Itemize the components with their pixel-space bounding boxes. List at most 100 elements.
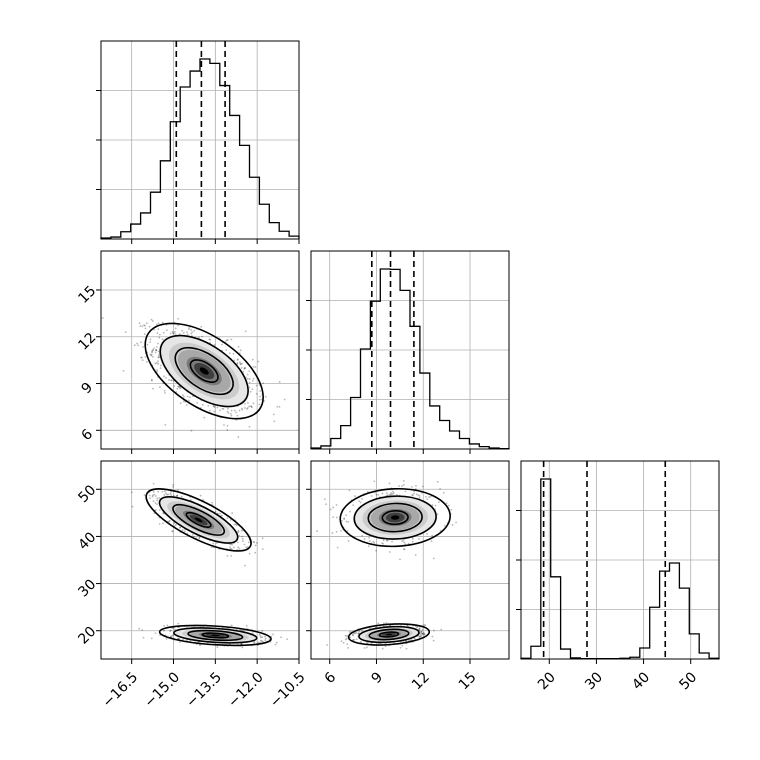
scatter-point bbox=[241, 643, 243, 645]
scatter-point bbox=[436, 480, 439, 483]
scatter-point bbox=[152, 482, 155, 485]
scatter-point bbox=[216, 542, 218, 544]
scatter-point bbox=[230, 414, 233, 417]
scatter-point bbox=[210, 546, 213, 549]
scatter-point bbox=[255, 542, 258, 544]
contour-line bbox=[145, 488, 252, 552]
density-level bbox=[194, 517, 203, 523]
scatter-point bbox=[276, 641, 278, 644]
scatter-point bbox=[163, 493, 166, 496]
scatter-point bbox=[326, 644, 328, 646]
scatter-point bbox=[403, 548, 406, 551]
x-axis-param-0: −16.5 −15.0 −13.5 −12.0 −10.5 bbox=[100, 659, 309, 711]
scatter-point bbox=[143, 324, 145, 327]
scatter-point bbox=[241, 535, 243, 538]
scatter-point bbox=[246, 377, 249, 380]
scatter-point bbox=[407, 542, 410, 545]
scatter-point bbox=[349, 636, 352, 639]
scatter-point bbox=[382, 539, 385, 542]
scatter-point bbox=[418, 496, 421, 499]
scatter-point bbox=[189, 499, 192, 501]
scatter-point bbox=[179, 387, 182, 390]
scatter-point bbox=[443, 524, 446, 527]
scatter-point bbox=[230, 338, 233, 341]
scatter-point bbox=[173, 522, 176, 525]
scatter-point bbox=[251, 406, 253, 409]
scatter-point bbox=[335, 516, 338, 519]
scatter-point bbox=[363, 647, 366, 649]
scatter-point bbox=[177, 622, 180, 625]
scatter-point bbox=[143, 494, 146, 497]
scatter-point bbox=[151, 495, 154, 498]
scatter-point bbox=[423, 624, 425, 627]
scatter-point bbox=[180, 495, 183, 498]
scatter-point bbox=[157, 355, 160, 358]
scatter-point bbox=[345, 637, 348, 640]
scatter-point bbox=[316, 530, 318, 532]
scatter-point bbox=[172, 627, 175, 630]
scatter-point bbox=[185, 404, 188, 406]
scatter-point bbox=[234, 523, 237, 526]
scatter-point bbox=[182, 396, 185, 398]
scatter-point bbox=[254, 544, 257, 547]
scatter-point bbox=[264, 637, 267, 640]
scatter-point bbox=[418, 494, 421, 497]
scatter-point bbox=[283, 398, 286, 401]
scatter-point bbox=[236, 359, 239, 361]
scatter-point bbox=[252, 377, 255, 380]
scatter-point bbox=[382, 542, 384, 545]
scatter-point bbox=[261, 548, 264, 551]
x-tick-label: 12 bbox=[409, 669, 433, 693]
scatter-point bbox=[221, 407, 224, 410]
scatter-point bbox=[404, 543, 407, 546]
scatter-point bbox=[336, 546, 339, 549]
contour-line bbox=[347, 623, 431, 646]
scatter-point bbox=[142, 636, 145, 639]
scatter-point bbox=[175, 523, 177, 526]
scatter-point bbox=[151, 378, 153, 381]
panel-frame bbox=[520, 460, 720, 660]
scatter-point bbox=[150, 379, 153, 382]
scatter-point bbox=[421, 632, 424, 635]
scatter-point bbox=[402, 483, 405, 486]
x-axis-param-0 bbox=[131, 239, 300, 244]
scatter-point bbox=[358, 500, 361, 503]
scatter-point bbox=[347, 646, 350, 649]
scatter-point bbox=[152, 494, 154, 497]
scatter-point bbox=[230, 554, 233, 557]
scatter-point bbox=[239, 349, 242, 352]
scatter-point bbox=[181, 329, 184, 332]
scatter-point bbox=[439, 529, 442, 532]
scatter-point bbox=[418, 628, 421, 630]
panel-0-1 bbox=[100, 250, 300, 450]
panel-frame bbox=[100, 460, 300, 660]
scatter-point bbox=[152, 355, 154, 358]
scatter-point bbox=[342, 641, 345, 644]
scatter-point bbox=[219, 512, 221, 515]
scatter-point bbox=[392, 492, 395, 494]
density-level bbox=[385, 633, 393, 636]
scatter-point bbox=[420, 631, 423, 634]
scatter-point bbox=[158, 509, 161, 511]
scatter-point bbox=[190, 329, 193, 331]
scatter-point bbox=[260, 639, 262, 642]
scatter-point bbox=[352, 634, 355, 637]
scatter-point bbox=[156, 497, 159, 500]
scatter-point bbox=[176, 494, 179, 497]
scatter-point bbox=[140, 356, 143, 359]
scatter-point bbox=[264, 395, 267, 398]
scatter-point bbox=[351, 634, 354, 636]
scatter-point bbox=[158, 523, 161, 525]
scatter-point bbox=[341, 519, 343, 522]
scatter-point bbox=[164, 423, 167, 426]
scatter-point bbox=[237, 436, 240, 438]
scatter-point bbox=[360, 640, 362, 643]
scatter-point bbox=[244, 367, 246, 370]
scatter-point bbox=[165, 324, 168, 326]
scatter-point bbox=[255, 393, 258, 395]
scatter-point bbox=[226, 424, 229, 427]
scatter-point bbox=[447, 504, 450, 507]
scatter-point bbox=[274, 643, 277, 646]
scatter-point bbox=[182, 331, 185, 334]
